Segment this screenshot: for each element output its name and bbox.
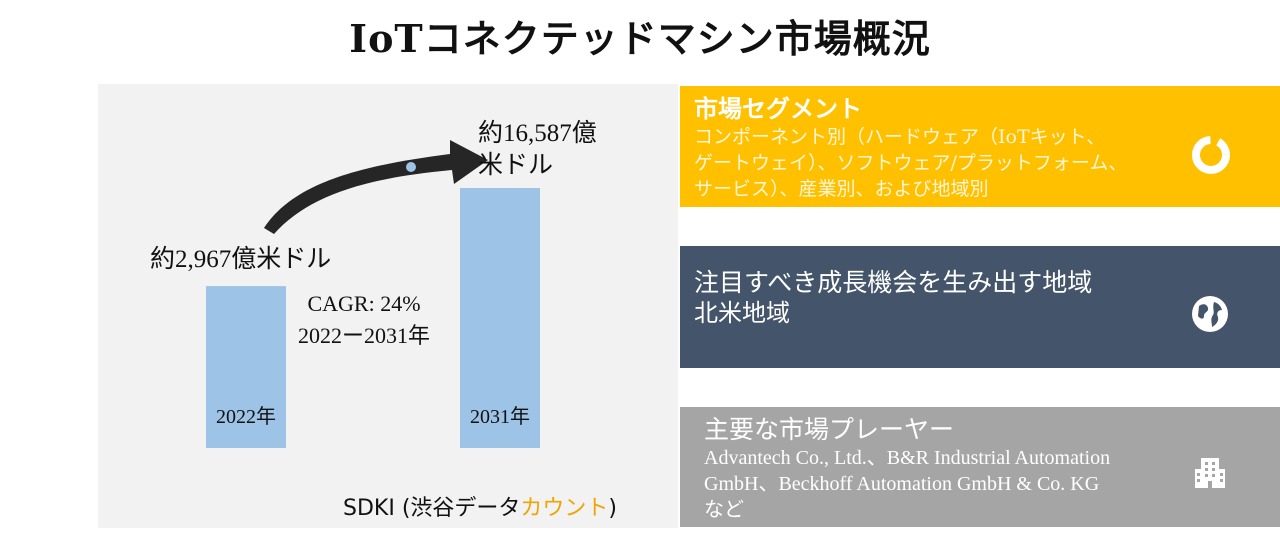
market-segment-line-2: ゲートウェイ）、ソフトウェア/プラットフォーム、 (694, 152, 1128, 174)
bar-chart-svg (206, 140, 540, 448)
source-credit: SDKI (渋谷データカウント) (343, 490, 617, 522)
market-segment-line-3: サービス）、産業別、および地域別 (694, 178, 989, 200)
bar-2031年 (460, 188, 540, 448)
growth-arrow (264, 140, 488, 234)
market-segment-panel: 市場セグメント コンポーネント別（ハードウェア（IoTキット、 ゲートウェイ）、… (680, 86, 1280, 207)
value-label-2031: 約16,587億 米ドル (478, 118, 597, 182)
source-suffix: ) (608, 496, 618, 521)
donut-chart-icon (1192, 136, 1230, 174)
market-size-chart: 約2,967億米ドル 約16,587億 米ドル CAGR: 24% 2022ー2… (98, 84, 678, 528)
source-highlight: カウント (520, 496, 609, 521)
value-label-2022-line: 約2,967億米ドル (150, 246, 332, 274)
globe-icon (1192, 296, 1228, 332)
growth-region-heading: 注目すべき成長機会を生み出す地域 (694, 268, 1093, 297)
key-players-line-2: GmbH、Beckhoff Automation GmbH & Co. KG (704, 473, 1100, 495)
value-label-2031-line2: 米ドル (478, 152, 554, 179)
bar-label-2022: 2022年 (216, 406, 276, 428)
bar-2022年 (206, 286, 286, 448)
page-title: IoTコネクテッドマシン市場概況 (349, 16, 931, 61)
key-players-panel: 主要な市場プレーヤー Advantech Co., Ltd.、B&R Indus… (680, 407, 1280, 527)
key-players-heading: 主要な市場プレーヤー (704, 415, 955, 444)
key-players-line-1: Advantech Co., Ltd.、B&R Industrial Autom… (704, 447, 1111, 469)
source-prefix: SDKI (渋谷データ (343, 496, 521, 521)
cagr-value: CAGR: 24% (307, 291, 421, 316)
key-players-line-3: など (704, 499, 744, 521)
value-label-2031-line1: 約16,587億 (478, 120, 597, 147)
growth-region-value: 北米地域 (694, 299, 790, 327)
market-segment-line-1: コンポーネント別（ハードウェア（IoTキット、 (694, 126, 1106, 148)
cagr-annotation: CAGR: 24% 2022ー2031年 (298, 288, 430, 352)
arrow-dot (406, 162, 416, 172)
growth-region-panel: 注目すべき成長機会を生み出す地域 北米地域 (680, 246, 1280, 368)
bar-label-2031: 2031年 (470, 406, 530, 428)
market-segment-heading: 市場セグメント (694, 94, 862, 123)
cagr-period: 2022ー2031年 (298, 323, 431, 348)
value-label-2022: 約2,967億米ドル (150, 244, 331, 276)
office-building-icon (1195, 458, 1225, 488)
